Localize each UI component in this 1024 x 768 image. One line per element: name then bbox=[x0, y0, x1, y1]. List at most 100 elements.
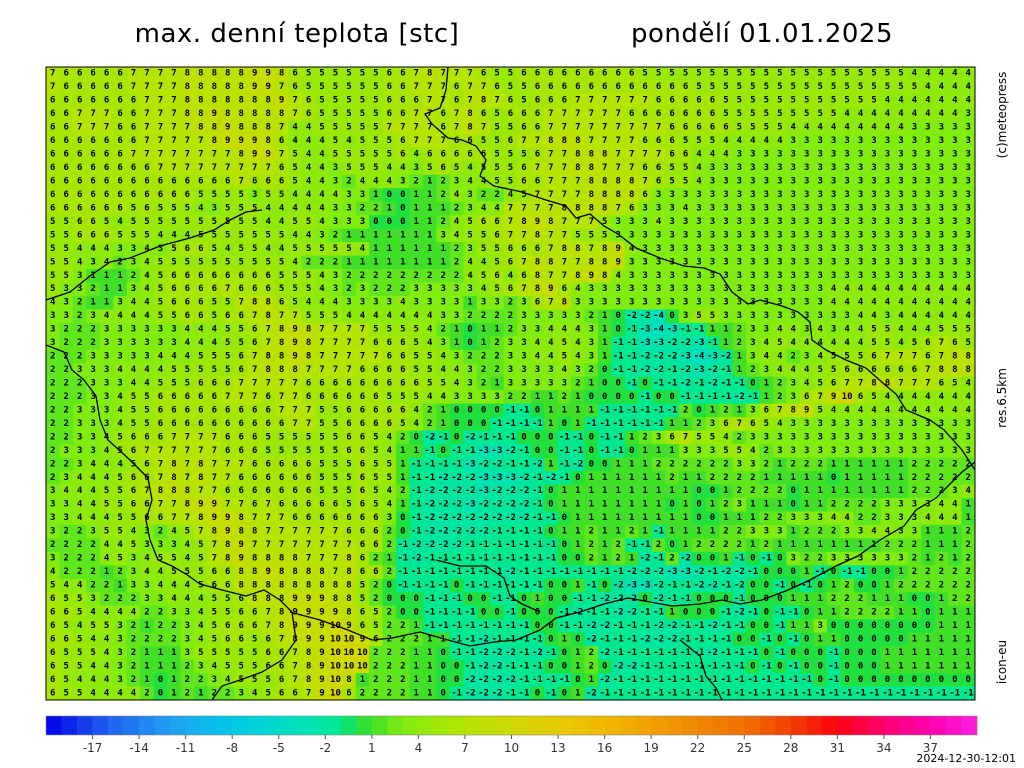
temperature-value: -3 bbox=[653, 338, 664, 348]
temperature-value: 5 bbox=[683, 69, 688, 79]
temperature-value: 3 bbox=[656, 298, 661, 308]
temperature-value: 2 bbox=[77, 379, 82, 389]
temperature-value: 5 bbox=[387, 325, 392, 335]
temperature-value: 8 bbox=[548, 217, 553, 227]
temperature-value: 4 bbox=[898, 96, 904, 106]
temperature-value: 3 bbox=[791, 284, 796, 294]
temperature-value: 7 bbox=[346, 352, 351, 362]
temperature-value: 3 bbox=[871, 203, 876, 213]
temperature-value: 3 bbox=[615, 284, 620, 294]
temperature-cell bbox=[342, 80, 357, 95]
temperature-value: 5 bbox=[239, 217, 244, 227]
temperature-value: 5 bbox=[212, 257, 217, 267]
temperature-value: 3 bbox=[939, 217, 944, 227]
temperature-value: 3 bbox=[696, 257, 701, 267]
temperature-value: 5 bbox=[589, 230, 594, 240]
temperature-value: 8 bbox=[279, 352, 284, 362]
temperature-value: 5 bbox=[239, 244, 244, 254]
temperature-value: 6 bbox=[171, 392, 176, 402]
temperature-value: 6 bbox=[400, 405, 405, 415]
temperature-value: 5 bbox=[171, 311, 176, 321]
temperature-value: 4 bbox=[346, 311, 352, 321]
temperature-value: 7 bbox=[131, 82, 136, 92]
temperature-value: 3 bbox=[831, 190, 836, 200]
temperature-value: 1 bbox=[387, 203, 392, 213]
temperature-value: 3 bbox=[104, 365, 109, 375]
temperature-value: 3 bbox=[858, 230, 863, 240]
temperature-value: 6 bbox=[319, 392, 324, 402]
temperature-value: 3 bbox=[804, 163, 809, 173]
temperature-value: 3 bbox=[615, 217, 620, 227]
temperature-value: 4 bbox=[939, 284, 945, 294]
temperature-value: 6 bbox=[656, 163, 661, 173]
temperature-value: 5 bbox=[333, 311, 338, 321]
temperature-value: 6 bbox=[400, 338, 405, 348]
temperature-value: 7 bbox=[629, 163, 634, 173]
temperature-cell bbox=[409, 67, 424, 81]
temperature-value: 3 bbox=[683, 244, 688, 254]
temperature-value: 6 bbox=[656, 176, 661, 186]
temperature-value: 7 bbox=[440, 82, 445, 92]
temperature-value: 4 bbox=[185, 338, 191, 348]
temperature-cell bbox=[907, 67, 922, 81]
temperature-value: 7 bbox=[589, 244, 594, 254]
temperature-value: 4 bbox=[292, 230, 298, 240]
temperature-value: 6 bbox=[117, 176, 122, 186]
temperature-value: 3 bbox=[844, 136, 849, 146]
temperature-value: 3 bbox=[521, 379, 526, 389]
temperature-value: 5 bbox=[414, 325, 419, 335]
temperature-value: 3 bbox=[494, 298, 499, 308]
temperature-value: 4 bbox=[292, 123, 298, 133]
temperature-value: 6 bbox=[77, 163, 82, 173]
temperature-value: 7 bbox=[333, 325, 338, 335]
temperature-value: 0 bbox=[373, 217, 378, 227]
temperature-value: 7 bbox=[858, 379, 863, 389]
temperature-value: 5 bbox=[764, 109, 769, 119]
temperature-value: 3 bbox=[871, 230, 876, 240]
temperature-value: 5 bbox=[50, 257, 55, 267]
temperature-value: 7 bbox=[360, 352, 365, 362]
temperature-value: 9 bbox=[615, 257, 620, 267]
temperature-value: 6 bbox=[198, 311, 203, 321]
temperature-value: 5 bbox=[239, 338, 244, 348]
temperature-value: -2 bbox=[640, 365, 651, 375]
temperature-value: 3 bbox=[898, 150, 903, 160]
temperature-value: 3 bbox=[871, 257, 876, 267]
temperature-value: -2 bbox=[680, 365, 691, 375]
temperature-value: 3 bbox=[589, 284, 594, 294]
temperature-value: 4 bbox=[117, 217, 123, 227]
temperature-value: 3 bbox=[952, 163, 957, 173]
temperature-cell bbox=[396, 67, 411, 81]
temperature-value: 1 bbox=[481, 338, 486, 348]
temperature-value: 6 bbox=[535, 123, 540, 133]
temperature-value: 3 bbox=[871, 163, 876, 173]
temperature-value: 3 bbox=[589, 338, 594, 348]
temperature-value: 3 bbox=[144, 325, 149, 335]
temperature-value: 2 bbox=[346, 176, 351, 186]
temperature-value: 6 bbox=[387, 109, 392, 119]
temperature-value: 8 bbox=[575, 244, 580, 254]
temperature-value: 3 bbox=[939, 136, 944, 146]
temperature-value: 7 bbox=[414, 136, 419, 146]
temperature-value: -1 bbox=[667, 379, 678, 389]
temperature-value: 3 bbox=[615, 298, 620, 308]
temperature-value: 7 bbox=[185, 163, 190, 173]
temperature-value: 5 bbox=[63, 257, 68, 267]
temperature-value: 5 bbox=[494, 69, 499, 79]
temperature-value: 6 bbox=[77, 150, 82, 160]
temperature-value: 5 bbox=[225, 338, 230, 348]
temperature-value: 3 bbox=[844, 150, 849, 160]
temperature-cell bbox=[288, 67, 303, 81]
temperature-value: 5 bbox=[750, 123, 755, 133]
temperature-value: 1 bbox=[104, 271, 109, 281]
temperature-cell bbox=[140, 80, 155, 95]
temperature-value: 5 bbox=[750, 82, 755, 92]
temperature-value: 6 bbox=[63, 96, 68, 106]
temperature-value: 3 bbox=[764, 244, 769, 254]
temperature-value: 4 bbox=[440, 365, 446, 375]
temperature-value: 5 bbox=[373, 82, 378, 92]
temperature-value: 7 bbox=[575, 190, 580, 200]
temperature-value: 6 bbox=[144, 176, 149, 186]
temperature-value: 3 bbox=[144, 352, 149, 362]
temperature-value: 7 bbox=[158, 69, 163, 79]
